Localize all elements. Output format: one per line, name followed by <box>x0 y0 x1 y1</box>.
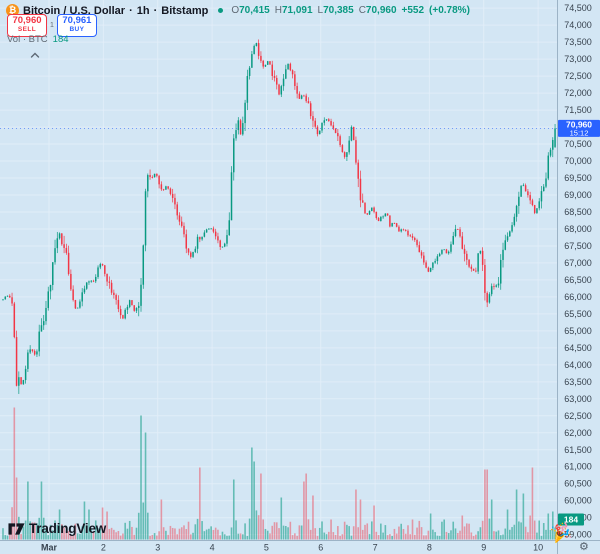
svg-text:71,500: 71,500 <box>564 105 592 115</box>
svg-text:72,000: 72,000 <box>564 88 592 98</box>
svg-text:66,500: 66,500 <box>564 275 592 285</box>
sell-price: 70,960 <box>12 15 42 26</box>
symbol-legend[interactable]: ₿ Bitcoin / U.S. Dollar · 1h · Bitstamp … <box>6 4 470 17</box>
svg-text:67,000: 67,000 <box>564 258 592 268</box>
svg-text:73,500: 73,500 <box>564 37 592 47</box>
sell-label: SELL <box>17 26 37 34</box>
tradingview-mark-icon <box>8 522 25 535</box>
change-percent: (+0.78%) <box>429 5 470 16</box>
svg-text:70,500: 70,500 <box>564 139 592 149</box>
svg-text:64,000: 64,000 <box>564 360 592 370</box>
spread-value: 1 <box>50 21 54 29</box>
svg-text:60,500: 60,500 <box>564 479 592 489</box>
svg-text:74,500: 74,500 <box>564 3 592 13</box>
svg-text:65,500: 65,500 <box>564 309 592 319</box>
svg-text:2: 2 <box>101 543 106 553</box>
bitcoin-icon: ₿ <box>6 4 19 17</box>
svg-text:67,500: 67,500 <box>564 241 592 251</box>
svg-text:4: 4 <box>210 543 215 553</box>
svg-text:60,000: 60,000 <box>564 496 592 506</box>
high-value: 71,091 <box>281 5 313 16</box>
exchange-name[interactable]: Bitstamp <box>161 4 209 17</box>
svg-text:3: 3 <box>155 543 160 553</box>
buy-label: BUY <box>69 26 85 34</box>
svg-text:62,500: 62,500 <box>564 411 592 421</box>
close-label: C <box>358 5 366 16</box>
svg-text:5: 5 <box>264 543 269 553</box>
svg-text:59,000: 59,000 <box>564 530 592 540</box>
low-label: L <box>317 5 324 16</box>
collapse-pane-icon[interactable] <box>30 45 40 63</box>
buy-price: 70,961 <box>62 15 92 26</box>
svg-text:6: 6 <box>318 543 323 553</box>
separator: · <box>153 4 158 17</box>
svg-text:70,960: 70,960 <box>566 119 592 129</box>
sell-button[interactable]: 70,960 SELL <box>7 14 47 37</box>
svg-text:184: 184 <box>564 515 578 525</box>
settings-gear-icon[interactable]: ⚙ <box>579 541 589 553</box>
svg-text:70,000: 70,000 <box>564 156 592 166</box>
svg-text:8: 8 <box>427 543 432 553</box>
change-value: +552 <box>401 5 425 16</box>
svg-text:63,500: 63,500 <box>564 377 592 387</box>
svg-text:10: 10 <box>533 543 543 553</box>
trade-buttons: 70,960 SELL 1 70,961 BUY <box>7 14 97 37</box>
svg-text:64,500: 64,500 <box>564 343 592 353</box>
volume-label: Vol · BTC <box>7 34 48 45</box>
svg-text:68,500: 68,500 <box>564 207 592 217</box>
grid <box>0 0 557 540</box>
svg-text:61,000: 61,000 <box>564 462 592 472</box>
svg-text:66,000: 66,000 <box>564 292 592 302</box>
open-label: O <box>231 5 240 16</box>
svg-text:61,500: 61,500 <box>564 445 592 455</box>
svg-text:Mar: Mar <box>41 543 58 553</box>
svg-text:7: 7 <box>373 543 378 553</box>
svg-text:68,000: 68,000 <box>564 224 592 234</box>
buy-button[interactable]: 70,961 BUY <box>56 14 97 37</box>
price-axis[interactable]: 74,500 74,000 73,500 73,000 72,500 72,000 71,5… <box>564 3 592 539</box>
svg-text:69,000: 69,000 <box>564 190 592 200</box>
tradingview-brand-text: TradingView <box>29 521 107 536</box>
volume-legend[interactable]: Vol · BTC 184 <box>7 34 69 45</box>
market-status-dot[interactable] <box>218 8 224 13</box>
ohlc-values: O70,415 H71,091 L70,385 C70,960 +552 (+0… <box>231 5 470 16</box>
svg-text:65,000: 65,000 <box>564 326 592 336</box>
time-axis[interactable]: Mar 2 3 4 5 6 7 8 9 10 <box>41 543 543 553</box>
svg-text:72,500: 72,500 <box>564 71 592 81</box>
high-label: H <box>274 5 282 16</box>
separator: · <box>129 4 133 17</box>
symbol-name[interactable]: Bitcoin / U.S. Dollar <box>23 4 126 17</box>
svg-text:74,000: 74,000 <box>564 20 592 30</box>
volume-histogram <box>2 407 556 540</box>
tradingview-logo[interactable]: TradingView <box>8 521 106 536</box>
svg-text:73,000: 73,000 <box>564 54 592 64</box>
interval-value[interactable]: 1h <box>136 4 150 17</box>
open-value: 70,415 <box>239 5 270 16</box>
svg-text:9: 9 <box>481 543 486 553</box>
svg-text:69,500: 69,500 <box>564 173 592 183</box>
volume-axis-label: 184 <box>558 513 584 526</box>
volume-value: 184 <box>52 34 69 45</box>
candles <box>2 39 556 394</box>
low-value: 70,385 <box>323 5 354 16</box>
svg-text:63,000: 63,000 <box>564 394 592 404</box>
close-value: 70,960 <box>365 5 397 16</box>
svg-text:62,000: 62,000 <box>564 428 592 438</box>
svg-text:15:12: 15:12 <box>570 128 589 137</box>
